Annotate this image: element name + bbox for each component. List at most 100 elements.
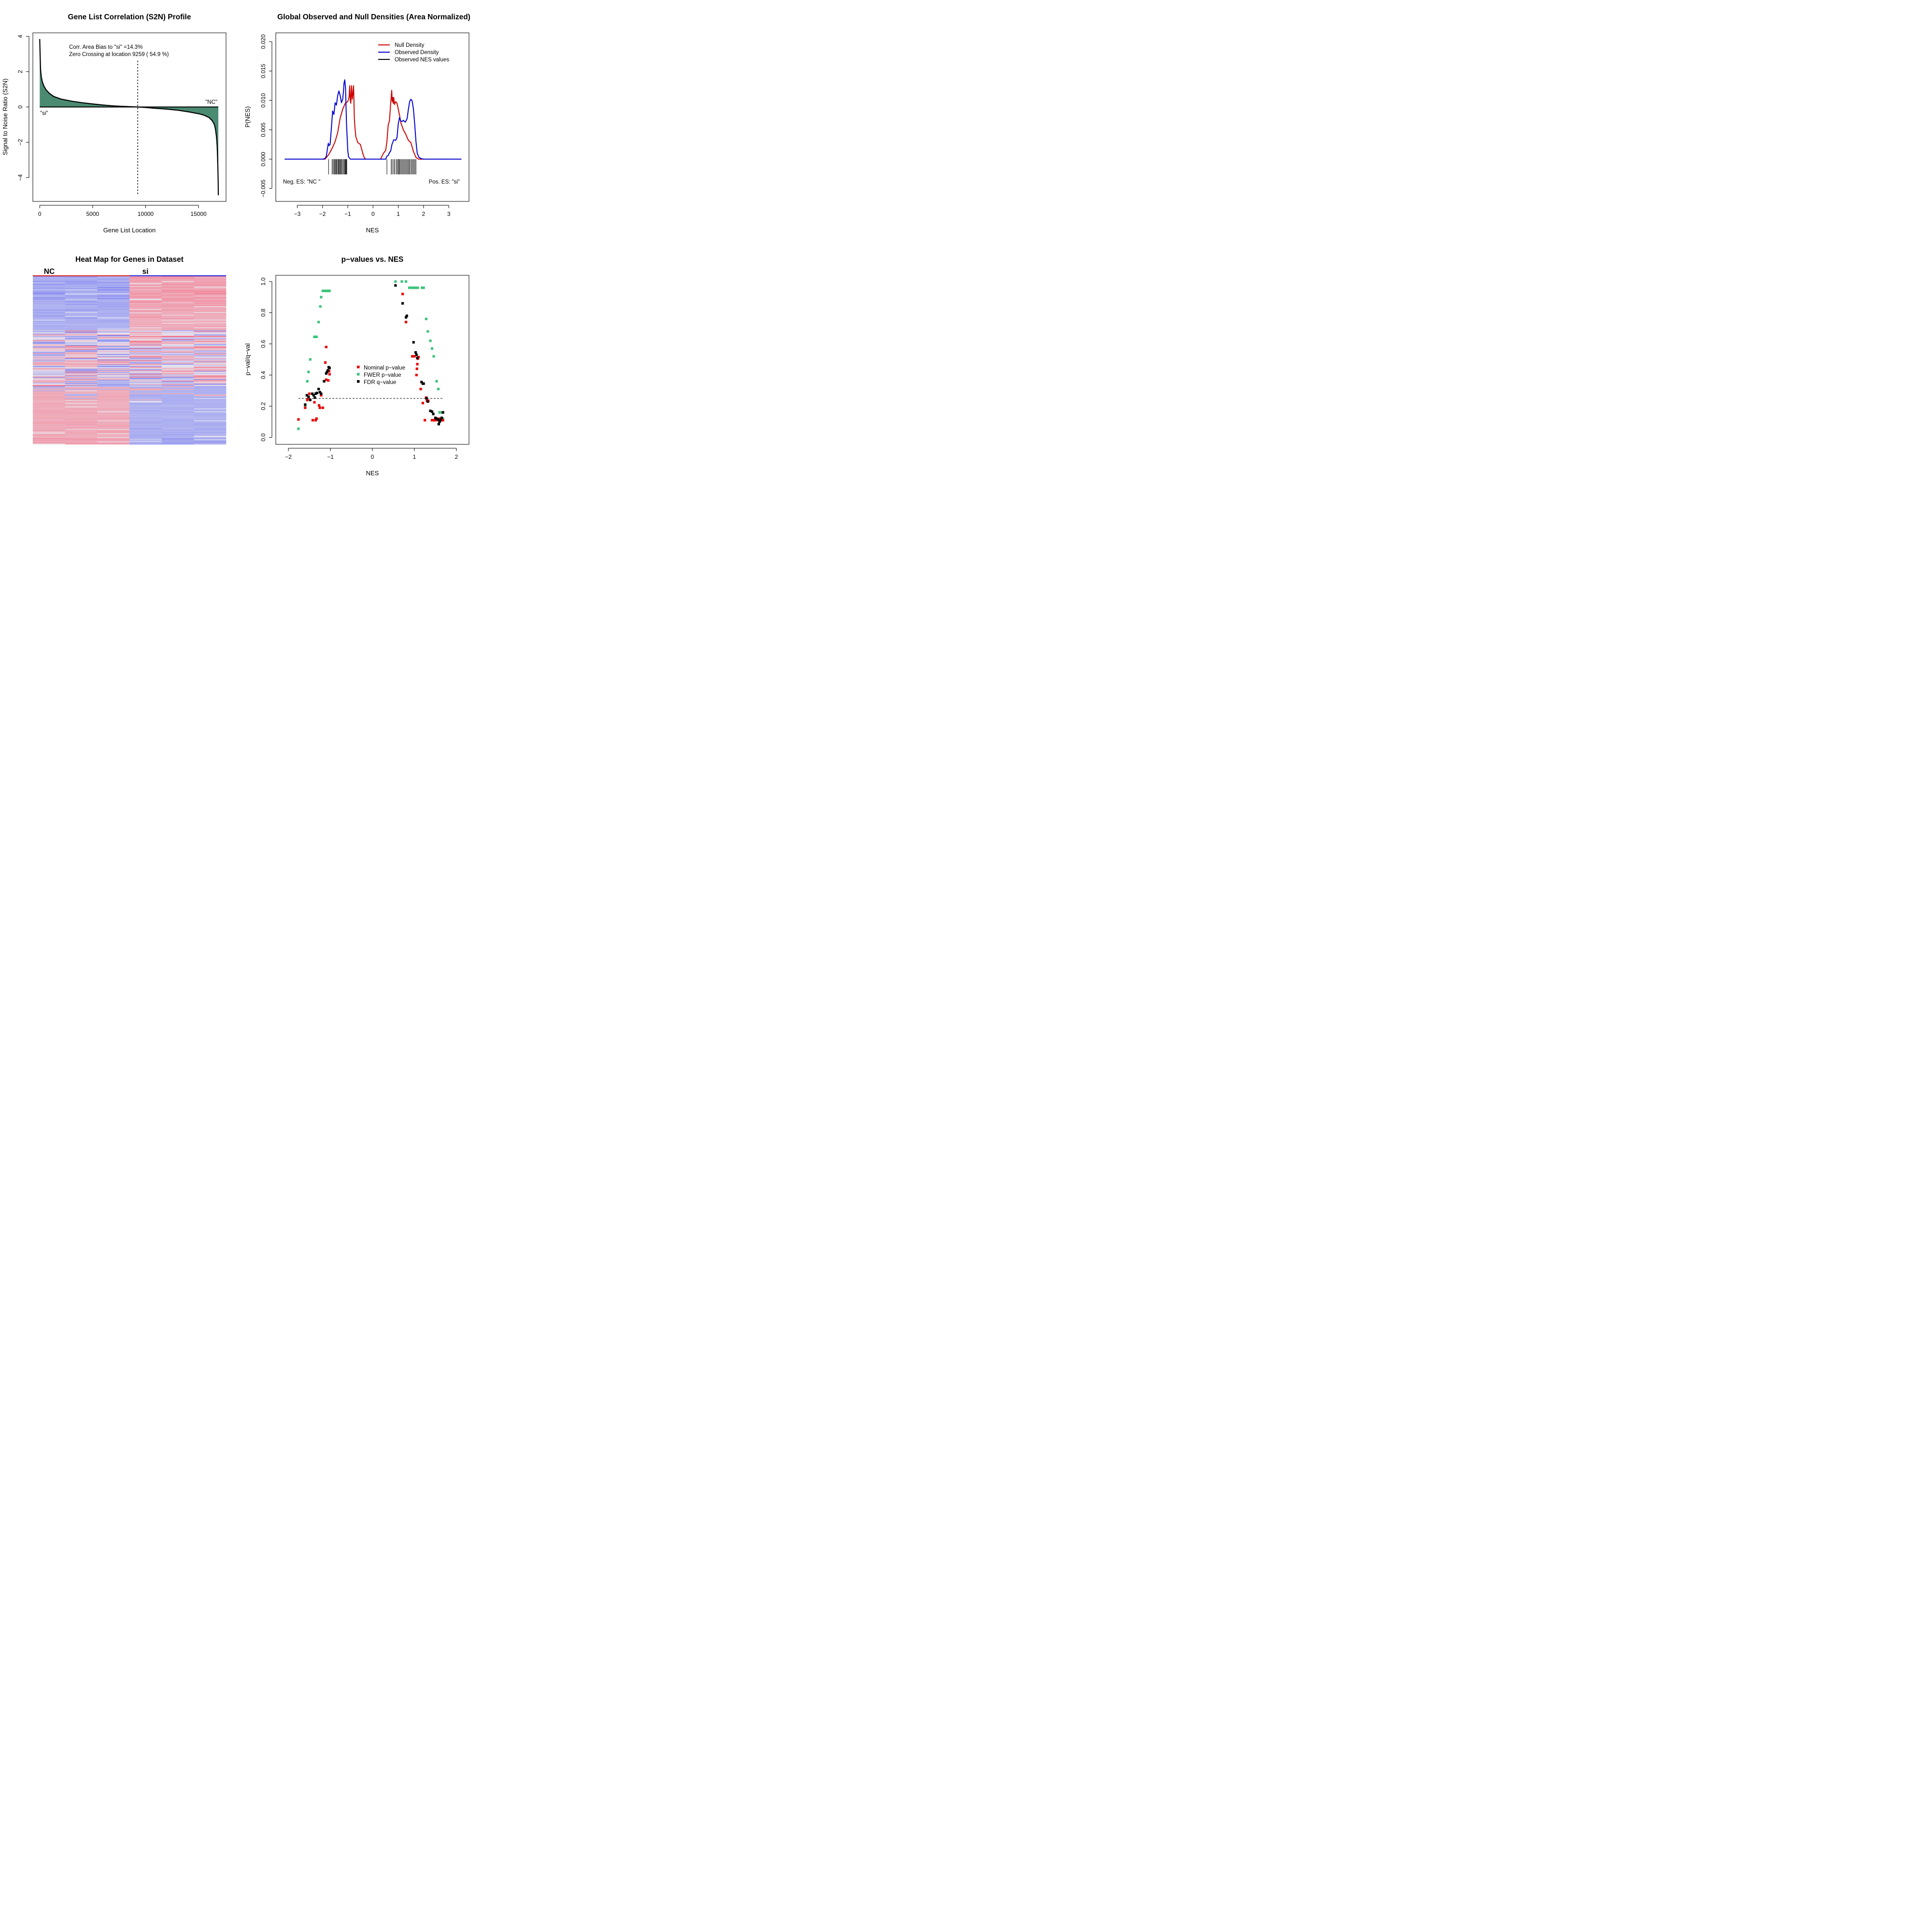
heatmap-cell [65,378,98,379]
heatmap-cell [97,416,130,417]
heatmap-cell [129,354,162,355]
heatmap-cell [194,282,227,283]
heatmap-cell [33,286,65,287]
heatmap-cell [97,356,130,358]
heatmap-cell [194,353,227,355]
heatmap-cell [129,316,162,317]
heatmap-cell [65,291,98,292]
heatmap-cell [33,324,65,325]
heatmap-cell [97,357,130,358]
heatmap-cell [97,301,130,302]
heatmap-cell [129,344,162,345]
heatmap-cell [161,309,194,310]
heatmap-cell [97,375,130,376]
heatmap-cell [129,313,162,314]
heatmap-cell [65,283,98,284]
heatmap-cell [65,357,98,358]
heatmap-cell [65,439,98,440]
heatmap-cell [33,342,65,343]
heatmap-cell [65,378,98,380]
heatmap-cell [129,276,162,277]
heatmap-cell [129,356,162,358]
heatmap-cell [161,335,194,336]
heatmap-cell [194,417,227,419]
heatmap-cell [65,384,98,385]
heatmap-cell [65,305,98,306]
s2n-area-bias-annotation: Corr. Area Bias to "si" =14.3% [69,44,142,50]
heatmap-cell [33,396,65,397]
heatmap-cell [65,361,98,362]
heatmap-cell [161,280,194,282]
heatmap-cell [129,428,162,429]
heatmap-cell [97,412,130,413]
fdr-qvalue-point [320,392,323,395]
heatmap-cell [97,331,130,332]
heatmap-cell [194,382,227,383]
heatmap-cell [97,304,130,305]
heatmap-cell [65,356,98,358]
nominal-pvalue-point [417,355,420,358]
heatmap-cell [161,329,194,330]
heatmap-cell [65,353,98,354]
heatmap-cell [129,298,162,299]
heatmap-cell [65,366,98,367]
heatmap-cell [97,395,130,396]
heatmap-cell [161,387,194,389]
heatmap-cell [97,332,130,333]
heatmap-cell [33,277,65,279]
heatmap-cell [194,334,227,336]
heatmap-cell [129,340,162,341]
heatmap-cell [129,398,162,400]
heatmap-cell [129,326,162,327]
fdr-qvalue-point [420,381,423,384]
heatmap-cell [129,297,162,298]
x-tick-label: 2 [455,454,458,460]
heatmap-cell [33,373,65,375]
heatmap-cell [65,423,98,424]
heatmap-cell [97,423,130,424]
heatmap-cell [65,332,98,333]
heatmap-cell [129,328,162,329]
heatmap-cell [161,401,194,402]
heatmap-cell [65,279,98,280]
heatmap-cell [161,303,194,304]
heatmap-cell [161,302,194,303]
heatmap-cell [129,353,162,354]
heatmap-cell [129,350,162,352]
heatmap-cell [65,337,98,338]
heatmap-cell [161,443,194,445]
heatmap-cell [161,376,194,378]
heatmap-cell [33,353,65,355]
heatmap-cell [194,352,227,353]
heatmap-cell [129,367,162,369]
fdr-qvalue-point [309,398,312,401]
heatmap-cell [129,430,162,431]
heatmap-cell [97,415,130,417]
heatmap-cell [129,356,162,357]
heatmap-cell [194,425,227,426]
heatmap-cell [161,350,194,351]
heatmap-cell [97,418,130,420]
heatmap-cell [161,434,194,435]
heatmap-cell [194,369,227,370]
heatmap-cell [161,406,194,408]
heatmap-cell [194,319,227,320]
heatmap-cell [33,387,65,389]
heatmap-cell [65,355,98,356]
density-pos-es-label: Pos. ES: "si" [429,179,460,185]
heatmap-cell [161,432,194,434]
heatmap-cell [129,304,162,305]
heatmap-cell [97,346,130,347]
heatmap-cell [65,370,98,371]
heatmap-cell [97,302,130,303]
heatmap-cell [194,384,227,385]
fdr-qvalue-point [318,391,321,394]
heatmap-cell [129,290,162,291]
heatmap-cell [129,292,162,294]
heatmap-cell [194,390,227,392]
fdr-qvalue-point [327,369,329,372]
fdr-qvalue-point [323,380,326,383]
heatmap-cell [33,441,65,442]
heatmap-cell [97,355,130,356]
heatmap-cell [33,414,65,415]
